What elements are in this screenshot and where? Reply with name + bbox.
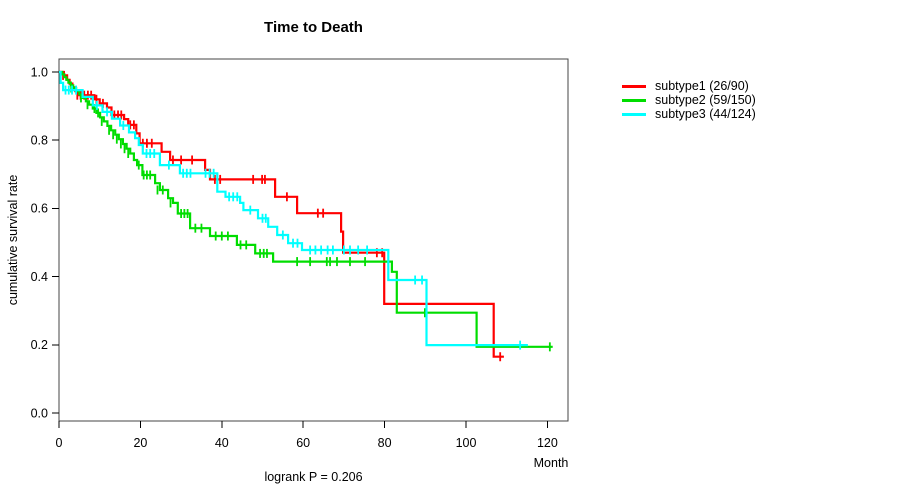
legend-line-subtype2 <box>622 98 646 102</box>
y-axis-tick-label: 1.0 <box>31 65 48 79</box>
legend-label-subtype1: subtype1 (26/90) <box>655 79 749 93</box>
survival-curve-subtype2 <box>59 70 553 348</box>
y-axis-tick-label: 0.8 <box>31 134 48 148</box>
survival-curve-subtype1 <box>59 70 504 358</box>
legend-line-subtype1 <box>622 84 646 88</box>
x-axis-tick-label: 60 <box>296 436 310 450</box>
x-axis-tick-label: 80 <box>378 436 392 450</box>
x-axis-tick-label: 100 <box>456 436 477 450</box>
x-axis-tick-label: 20 <box>133 436 147 450</box>
y-axis-tick-label: 0.4 <box>31 270 48 284</box>
legend-label-subtype2: subtype2 (59/150) <box>655 93 756 107</box>
legend-row-subtype3: subtype3 (44/124) <box>622 107 756 121</box>
survival-curve-subtype3 <box>59 70 528 347</box>
chart-title: Time to Death <box>264 19 363 36</box>
legend-line-subtype3 <box>622 112 646 116</box>
y-axis-tick-label: 0.6 <box>31 202 48 216</box>
x-axis-label: Month <box>533 456 569 470</box>
x-axis-tick-label: 120 <box>537 436 558 450</box>
legend-label-subtype3: subtype3 (44/124) <box>655 107 756 121</box>
legend-row-subtype2: subtype2 (59/150) <box>622 93 756 107</box>
y-axis-tick-label: 0.0 <box>31 406 48 420</box>
legend-row-subtype1: subtype1 (26/90) <box>622 79 756 93</box>
logrank-pvalue-note: logrank P = 0.206 <box>264 470 363 484</box>
legend: subtype1 (26/90) subtype2 (59/150) subtype… <box>622 79 756 121</box>
y-axis-tick-label: 0.2 <box>31 338 48 352</box>
plot-box <box>58 58 569 422</box>
x-axis-tick-label: 0 <box>56 436 63 450</box>
x-axis-tick-label: 40 <box>215 436 229 450</box>
